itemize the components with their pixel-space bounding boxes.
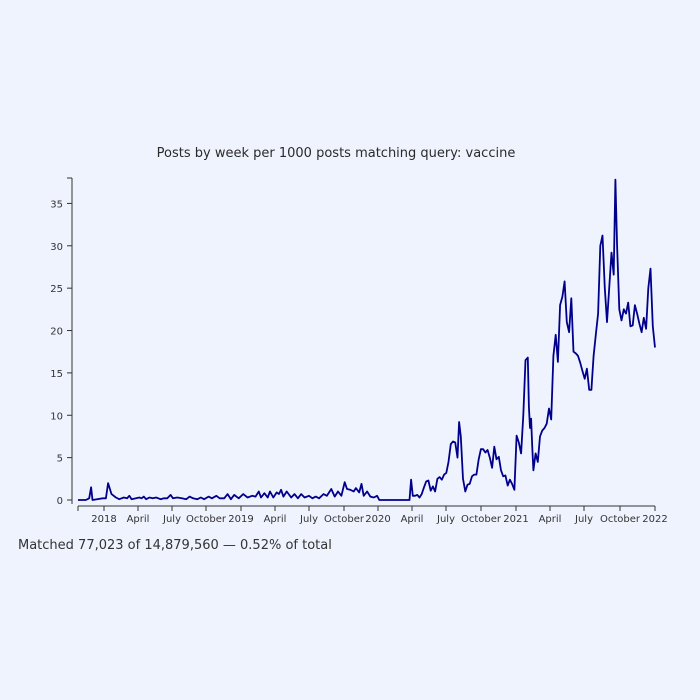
x-tick-label: 2019 <box>228 514 253 525</box>
x-tick-label: April <box>264 514 287 525</box>
y-tick-label: 15 <box>50 369 63 380</box>
y-tick-label: 0 <box>57 496 63 507</box>
x-tick-label: April <box>539 514 562 525</box>
x-tick-label: July <box>299 514 318 525</box>
x-tick-label: April <box>401 514 424 525</box>
x-tick-label: July <box>574 514 593 525</box>
x-tick-label: October <box>461 514 502 525</box>
y-tick-label: 30 <box>50 242 63 253</box>
x-tick-label: 2021 <box>503 514 528 525</box>
x-tick-label: 2018 <box>91 514 116 525</box>
x-tick-label: 2020 <box>365 514 390 525</box>
y-tick-label: 25 <box>50 284 63 295</box>
y-tick-label: 5 <box>57 454 63 465</box>
match-summary: Matched 77,023 of 14,879,560 — 0.52% of … <box>18 538 332 553</box>
y-tick-label: 35 <box>50 199 63 210</box>
x-tick-label: July <box>436 514 455 525</box>
series-line-vaccine <box>78 178 656 501</box>
chart-title: Posts by week per 1000 posts matching qu… <box>157 146 516 161</box>
x-tick-label: October <box>324 514 365 525</box>
plot-area <box>78 178 656 501</box>
x-tick-label: October <box>186 514 227 525</box>
x-tick-label: April <box>127 514 150 525</box>
x-tick-label: October <box>600 514 641 525</box>
y-tick-label: 20 <box>50 327 63 338</box>
y-tick-label: 10 <box>50 411 63 422</box>
x-tick-label: 2022 <box>642 514 667 525</box>
x-tick-label: July <box>162 514 181 525</box>
